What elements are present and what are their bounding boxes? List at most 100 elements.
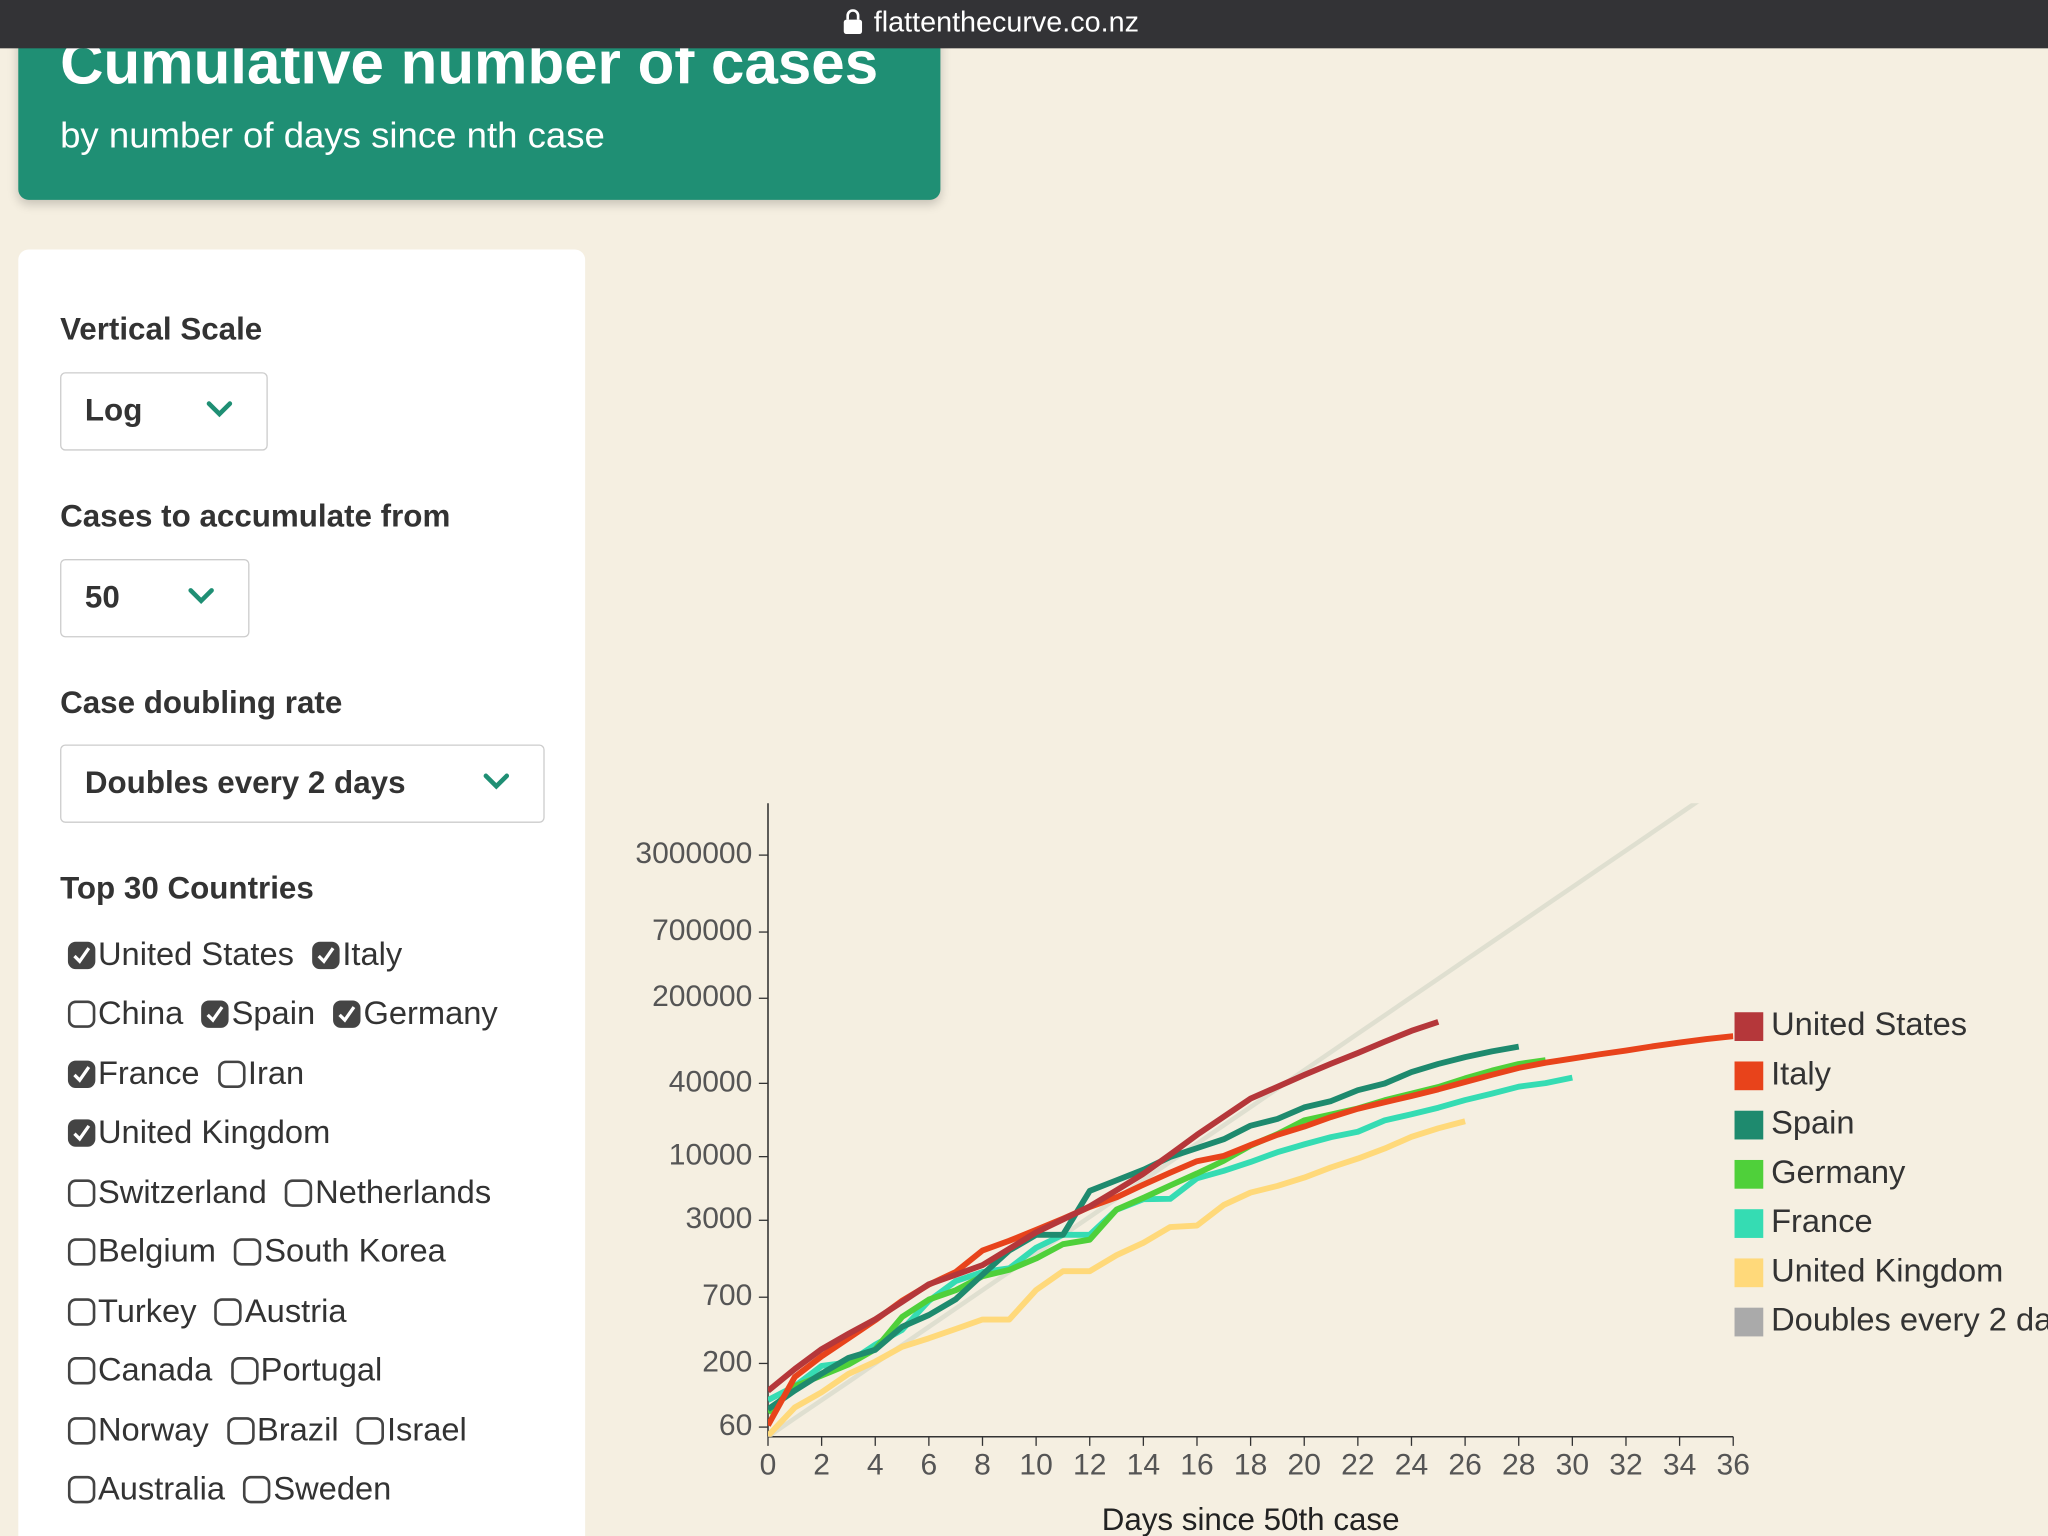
country-option[interactable]: Portugal	[230, 1352, 382, 1390]
check-icon	[206, 1006, 224, 1023]
country-option[interactable]: Canada	[67, 1351, 213, 1390]
country-option[interactable]: Spain	[201, 995, 315, 1033]
checkbox[interactable]	[230, 1357, 259, 1385]
x-tick-label: 0	[760, 1449, 777, 1482]
country-row: France Iran	[67, 1051, 323, 1095]
y-tick-label: 200	[702, 1345, 752, 1378]
checkbox[interactable]	[285, 1178, 313, 1207]
checkbox[interactable]	[356, 1416, 385, 1444]
checkbox[interactable]	[312, 941, 340, 969]
country-name: Iran	[247, 1054, 305, 1092]
country-row: Turkey Austria	[67, 1289, 365, 1333]
country-name: Austria	[244, 1292, 347, 1329]
check-stroke	[73, 1124, 91, 1142]
country-option[interactable]: Norway	[67, 1411, 209, 1449]
checkbox[interactable]	[67, 1119, 96, 1147]
checkbox[interactable]	[333, 1000, 361, 1028]
country-option[interactable]: Australia	[67, 1470, 225, 1509]
legend-label: France	[1771, 1202, 1873, 1239]
legend-swatch	[1734, 1209, 1764, 1238]
control-label: Vertical Scale	[60, 312, 263, 348]
country-option[interactable]: Iran	[217, 1054, 305, 1093]
x-axis-label: Days since 50th case	[1102, 1502, 1400, 1536]
country-row: Switzerland Netherlands	[67, 1170, 510, 1214]
country-option[interactable]: Switzerland	[67, 1174, 267, 1212]
checkbox[interactable]	[201, 1000, 229, 1028]
checkbox[interactable]	[234, 1238, 262, 1266]
page-subtitle: by number of days since nth case	[60, 114, 605, 156]
country-name: South Korea	[264, 1232, 446, 1270]
select-box[interactable]: 50	[60, 559, 250, 638]
y-tick-label: 40000	[669, 1065, 753, 1098]
country-option[interactable]: United Kingdom	[67, 1114, 330, 1152]
check-icon	[317, 946, 335, 964]
country-row: Canada Portugal	[67, 1349, 401, 1393]
check-stroke	[206, 1006, 224, 1023]
series-line	[767, 1043, 1520, 1412]
country-name: China	[97, 995, 184, 1032]
country-option[interactable]: Brazil	[226, 1411, 339, 1449]
x-tick-label: 22	[1341, 1449, 1374, 1482]
country-name: France	[97, 1054, 200, 1092]
legend-swatch	[1734, 1012, 1764, 1041]
country-row: United States Italy	[67, 933, 421, 977]
legend-label: United States	[1771, 1005, 1967, 1042]
country-option[interactable]: South Korea	[234, 1233, 446, 1271]
url[interactable]: flattenthecurve.co.nz	[873, 5, 1139, 38]
country-option[interactable]: Sweden	[243, 1471, 391, 1509]
x-tick-label: 16	[1180, 1449, 1213, 1482]
country-name: Italy	[342, 935, 403, 973]
y-tick-label: 700	[702, 1279, 752, 1312]
series-line	[767, 1118, 1466, 1437]
country-option[interactable]: Turkey	[67, 1292, 197, 1330]
legend-swatch	[1734, 1061, 1764, 1091]
select-box[interactable]: Log	[60, 372, 268, 451]
country-option[interactable]: Germany	[333, 995, 498, 1033]
x-tick-label: 4	[867, 1449, 884, 1482]
x-tick-label: 6	[921, 1449, 938, 1482]
checkbox[interactable]	[243, 1475, 271, 1504]
country-option[interactable]: Israel	[356, 1411, 467, 1449]
chart-area: 6020070030001000040000200000700000300000…	[635, 803, 2048, 1536]
select-box[interactable]: Doubles every 2 days	[60, 744, 545, 823]
checkbox[interactable]	[67, 941, 96, 969]
legend-label: Spain	[1771, 1104, 1854, 1141]
country-option[interactable]: France	[67, 1054, 200, 1093]
country-name: Norway	[97, 1411, 209, 1448]
select-value: Doubles every 2 days	[84, 765, 406, 801]
checkbox[interactable]	[67, 1475, 96, 1504]
country-option[interactable]: United States	[67, 935, 294, 974]
check-stroke	[73, 946, 91, 964]
country-name: Canada	[97, 1351, 213, 1389]
checkbox[interactable]	[67, 1416, 96, 1444]
checkbox[interactable]	[67, 1059, 96, 1088]
country-option[interactable]: Netherlands	[285, 1174, 491, 1212]
x-tick-label: 20	[1288, 1449, 1321, 1482]
country-name: Australia	[97, 1470, 225, 1508]
x-tick-label: 10	[1019, 1449, 1052, 1482]
x-tick-label: 26	[1448, 1449, 1481, 1482]
country-name: Sweden	[273, 1470, 392, 1508]
checkbox[interactable]	[67, 1357, 96, 1385]
checkbox[interactable]	[67, 1178, 96, 1207]
checkbox[interactable]	[67, 1297, 96, 1326]
checkbox[interactable]	[226, 1416, 255, 1444]
country-name: Netherlands	[315, 1173, 492, 1211]
checkbox[interactable]	[217, 1059, 246, 1088]
country-option[interactable]: China	[67, 995, 184, 1033]
chevron-stroke	[188, 588, 214, 605]
country-name: United States	[97, 935, 294, 973]
country-option[interactable]: Italy	[312, 936, 402, 974]
country-row: Norway Brazil Israel	[67, 1408, 485, 1452]
control-label: Cases to accumulate from	[60, 498, 451, 535]
legend-label: Germany	[1771, 1153, 1906, 1190]
x-tick-label: 32	[1609, 1449, 1642, 1482]
checkbox[interactable]	[67, 1000, 96, 1028]
check-icon	[338, 1006, 356, 1023]
checkbox[interactable]	[67, 1238, 96, 1266]
checkbox[interactable]	[214, 1297, 243, 1326]
legend-swatch	[1734, 1159, 1764, 1189]
country-option[interactable]: Austria	[214, 1292, 347, 1330]
country-option[interactable]: Belgium	[67, 1233, 216, 1271]
